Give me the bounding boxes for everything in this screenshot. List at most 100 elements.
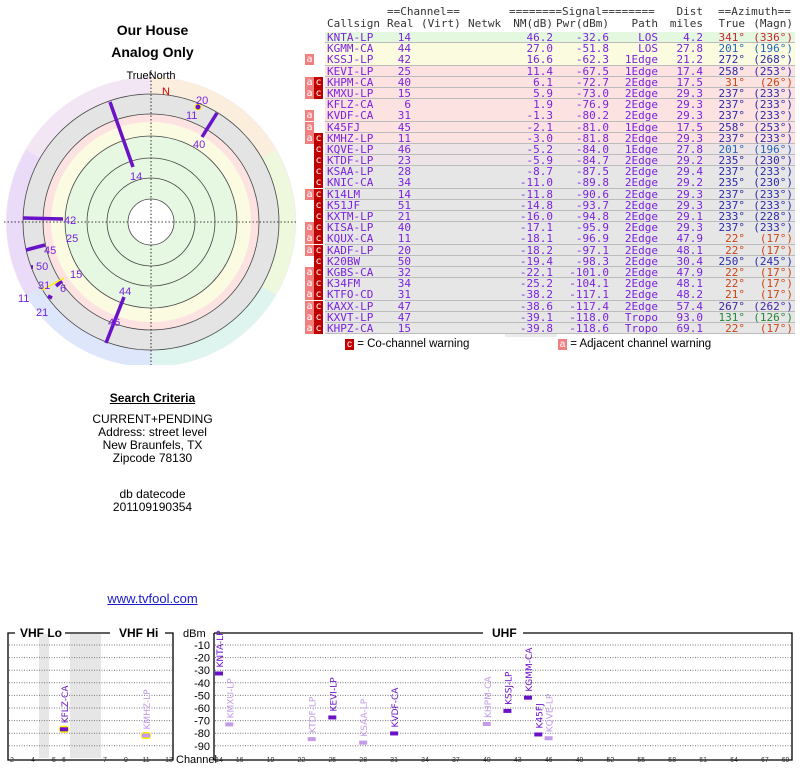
search-line: New Braunfels, TX [102,438,203,452]
cell-callsign[interactable]: KMHZ-LP [327,131,374,145]
station-marker[interactable] [225,722,234,727]
cell-callsign[interactable]: KXVT-LP [327,310,374,324]
cell-callsign[interactable]: KTDF-LP [327,154,374,168]
cell-real: 34 [397,176,411,190]
adjacent-warning-icon: a [305,233,314,245]
cell-callsign[interactable]: KFLZ-CA [327,98,374,112]
cell-callsign[interactable]: KISA-LP [327,221,374,235]
cell-true: 235° [718,176,746,190]
dbm-tick: -70 [194,716,210,728]
cell-pwr: -87.5 [575,165,609,179]
cell-callsign[interactable]: KGBS-CA [327,265,374,279]
cell-magn: (253°) [753,120,793,134]
cell-callsign[interactable]: KSAA-LP [327,165,374,179]
cell-pwr: -84.0 [575,142,609,156]
station-marker-label: KQVE-LP [546,693,556,732]
cell-path: 2Edge [624,232,658,246]
spectrum-chart: VHF Lo VHF Hi UHF dBm Channel -10-20-30-… [7,626,793,766]
radar-label: 46 [108,317,120,329]
cell-path: 2Edge [624,299,658,313]
cell-pwr: -118.6 [569,321,609,335]
col-callsign: Callsign [327,17,380,30]
co-channel-warning-icon: c [314,222,323,234]
station-marker[interactable] [215,671,223,676]
co-channel-warning-icon: c [314,188,323,200]
co-channel-legend-text: = Co-channel warning [357,338,470,350]
cell-callsign[interactable]: K45FJ [327,120,361,134]
uhf-channel-tick: 69 [782,757,790,764]
cell-callsign[interactable]: K34FM [327,277,361,291]
dbm-tick: -80 [194,728,210,740]
uhf-channel-tick: 67 [761,757,769,764]
group-dist: Dist [676,5,704,18]
cell-real: 51 [397,198,411,212]
station-marker[interactable] [390,731,399,736]
station-marker[interactable] [482,722,491,727]
co-channel-warning-icon: c [314,199,323,211]
cell-true: 235° [718,154,746,168]
station-marker[interactable] [142,733,150,738]
station-marker[interactable] [503,708,512,713]
cell-pwr: -76.9 [575,98,609,112]
cell-callsign[interactable]: KAXX-LP [327,299,374,313]
cell-dist: 48.1 [676,277,704,291]
co-channel-warning-icon: c [314,311,323,323]
cell-callsign[interactable]: KGMM-CA [327,42,374,56]
station-marker[interactable] [307,737,316,742]
cell-callsign[interactable]: KADF-LP [327,243,374,257]
cell-callsign[interactable]: K51JF [327,198,361,212]
uhf-channel-tick: 31 [390,757,398,764]
cell-nm: -2.1 [526,120,554,134]
cell-callsign[interactable]: KEVI-LP [327,64,374,78]
cell-path: 2Edge [624,187,658,201]
station-marker[interactable] [544,736,553,741]
cell-true: 233° [718,210,746,223]
cell-callsign[interactable]: KXTM-LP [327,210,374,223]
row-band [325,322,795,335]
cell-callsign[interactable]: KQVE-LP [327,142,374,156]
cell-real: 31 [397,109,411,123]
cell-callsign[interactable]: K20BW [327,254,361,268]
station-marker[interactable] [328,715,337,720]
cell-callsign[interactable]: KNTA-LP [327,31,374,44]
radar-label: 11 [186,110,197,122]
cell-dist: 29.3 [676,98,704,112]
uhf-channel-tick: 19 [267,757,275,764]
cell-callsign[interactable]: KQUX-CA [327,232,374,246]
cell-path: 2Edge [624,243,658,257]
cell-callsign[interactable]: KTFO-CD [327,288,374,302]
station-marker[interactable] [359,740,368,745]
station-marker-label: KVDF-CA [391,687,401,728]
cell-callsign[interactable]: KNIC-CA [327,176,374,190]
cell-real: 14 [397,31,411,44]
col-magn: (Magn) [753,17,793,30]
station-marker[interactable] [534,732,543,737]
cell-true: 237° [718,98,746,112]
cell-magn: (196°) [753,42,793,56]
cell-real: 47 [397,310,411,324]
row-band [325,132,795,145]
station-marker[interactable] [524,695,532,700]
station-marker[interactable] [60,727,68,732]
co-channel-warning-icon: c [314,76,323,88]
row-band [325,43,795,55]
cell-nm: -19.4 [519,254,553,268]
vhf-channel-tick: 11 [142,757,149,764]
cell-callsign[interactable]: KSSJ-LP [327,53,374,67]
tvfool-link[interactable]: www.tvfool.com [107,591,198,606]
adjacent-warning-icon: a [305,54,314,66]
cell-dist: 29.1 [676,210,704,223]
row-band [325,211,795,223]
cell-callsign[interactable]: K14LM [327,187,361,201]
co-channel-warning-icon: c [314,87,323,99]
col-pwr: Pwr(dBm) [556,17,609,30]
row-band [325,278,795,290]
cell-magn: (233°) [753,86,793,100]
co-channel-warning-icon: c [314,255,323,267]
cell-callsign[interactable]: KHPZ-CA [327,321,374,335]
cell-callsign[interactable]: KHPM-CA [327,75,374,89]
cell-true: 237° [718,165,746,179]
cell-callsign[interactable]: KMXU-LP [327,86,374,100]
cell-callsign[interactable]: KVDF-CA [327,109,374,123]
col-path: Path [631,17,659,30]
